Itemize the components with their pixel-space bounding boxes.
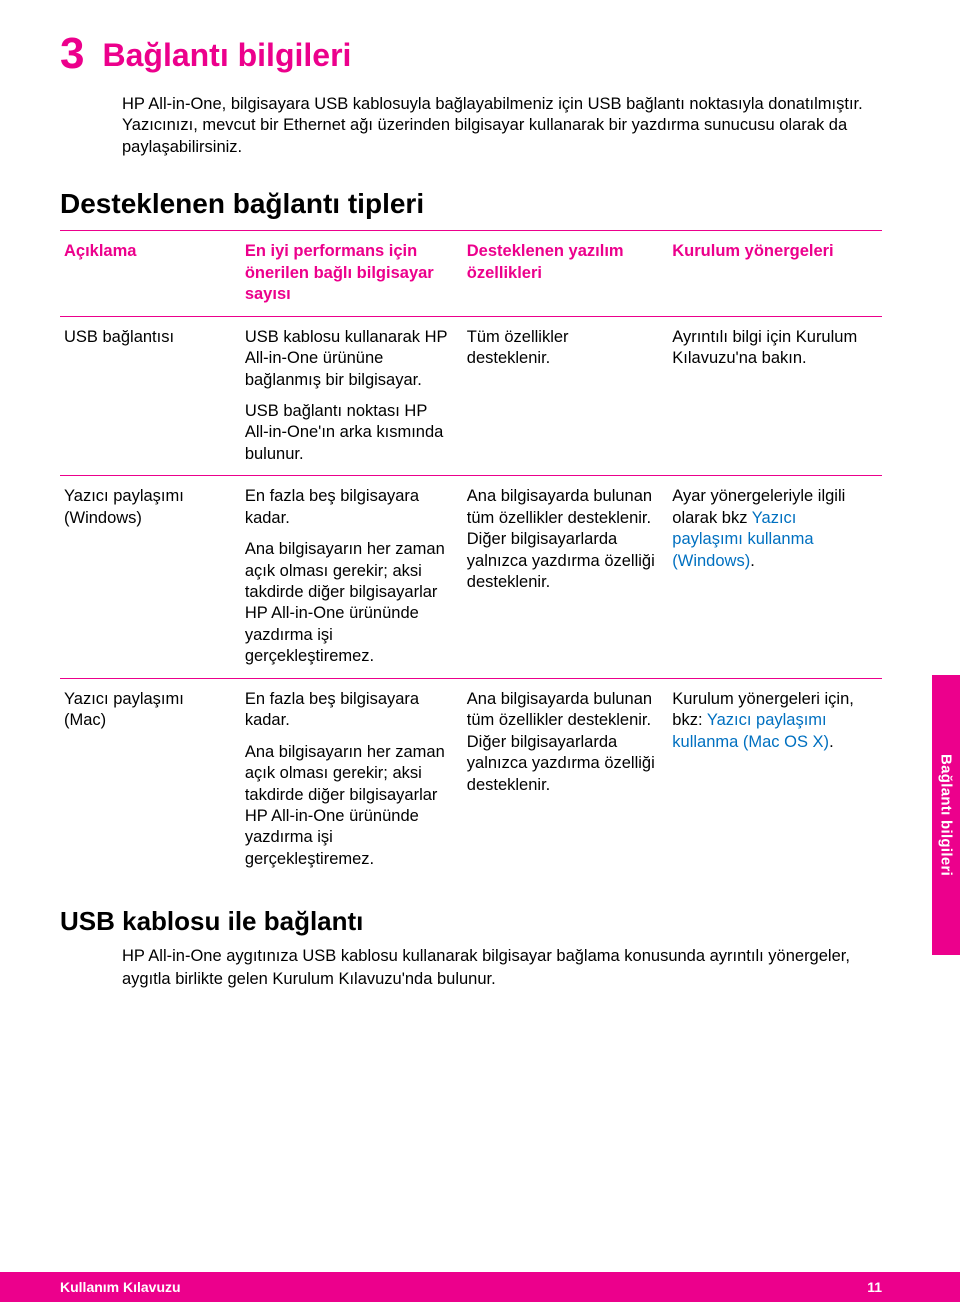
cell-recommended: En fazla beş bilgisayara kadar. Ana bilg… bbox=[241, 476, 463, 679]
cell-features: Ana bilgisayarda bulunan tüm özellikler … bbox=[463, 476, 669, 679]
connection-types-table: Açıklama En iyi performans için önerilen… bbox=[60, 230, 882, 880]
cell-instructions: Ayar yönergeleriyle ilgili olarak bkz Ya… bbox=[668, 476, 882, 679]
chapter-title: Bağlantı bilgileri bbox=[102, 36, 351, 74]
cell-features: Ana bilgisayarda bulunan tüm özellikler … bbox=[463, 678, 669, 880]
cell-text: . bbox=[750, 552, 755, 570]
cell-text: Ana bilgisayarın her zaman açık olması g… bbox=[245, 539, 451, 668]
col-recommended: En iyi performans için önerilen bağlı bi… bbox=[241, 231, 463, 316]
cell-text: USB kablosu kullanarak HP All-in-One ürü… bbox=[245, 327, 451, 391]
cell-description: USB bağlantısı bbox=[60, 316, 241, 476]
footer-left: Kullanım Kılavuzu bbox=[60, 1279, 181, 1295]
cell-instructions: Kurulum yönergeleri için, bkz: Yazıcı pa… bbox=[668, 678, 882, 880]
section-usb-cable-title: USB kablosu ile bağlantı bbox=[60, 906, 882, 937]
cell-recommended: USB kablosu kullanarak HP All-in-One ürü… bbox=[241, 316, 463, 476]
table-row: USB bağlantısı USB kablosu kullanarak HP… bbox=[60, 316, 882, 476]
col-supported-features: Desteklenen yazılım özellikleri bbox=[463, 231, 669, 316]
table-row: Yazıcı paylaşımı (Mac) En fazla beş bilg… bbox=[60, 678, 882, 880]
intro-paragraph: HP All-in-One, bilgisayara USB kablosuyl… bbox=[122, 94, 882, 158]
cell-instructions: Ayrıntılı bilgi için Kurulum Kılavuzu'na… bbox=[668, 316, 882, 476]
section-supported-types-title: Desteklenen bağlantı tipleri bbox=[60, 188, 882, 220]
cell-text: En fazla beş bilgisayara kadar. bbox=[245, 689, 451, 732]
section-usb-cable-body: HP All-in-One aygıtınıza USB kablosu kul… bbox=[122, 945, 882, 990]
footer-page-number: 11 bbox=[867, 1279, 882, 1295]
side-tab: Bağlantı bilgileri bbox=[932, 675, 960, 955]
page-footer: Kullanım Kılavuzu 11 bbox=[0, 1272, 960, 1302]
cell-description: Yazıcı paylaşımı (Windows) bbox=[60, 476, 241, 679]
table-row: Yazıcı paylaşımı (Windows) En fazla beş … bbox=[60, 476, 882, 679]
col-setup-instructions: Kurulum yönergeleri bbox=[668, 231, 882, 316]
col-description: Açıklama bbox=[60, 231, 241, 316]
chapter-number: 3 bbox=[60, 32, 84, 76]
cell-text: USB bağlantı noktası HP All-in-One'ın ar… bbox=[245, 401, 451, 465]
cell-text: En fazla beş bilgisayara kadar. bbox=[245, 486, 451, 529]
cell-description: Yazıcı paylaşımı (Mac) bbox=[60, 678, 241, 880]
cell-features: Tüm özellikler desteklenir. bbox=[463, 316, 669, 476]
cell-text: . bbox=[829, 733, 834, 751]
cell-text: Ana bilgisayarın her zaman açık olması g… bbox=[245, 742, 451, 871]
cell-recommended: En fazla beş bilgisayara kadar. Ana bilg… bbox=[241, 678, 463, 880]
